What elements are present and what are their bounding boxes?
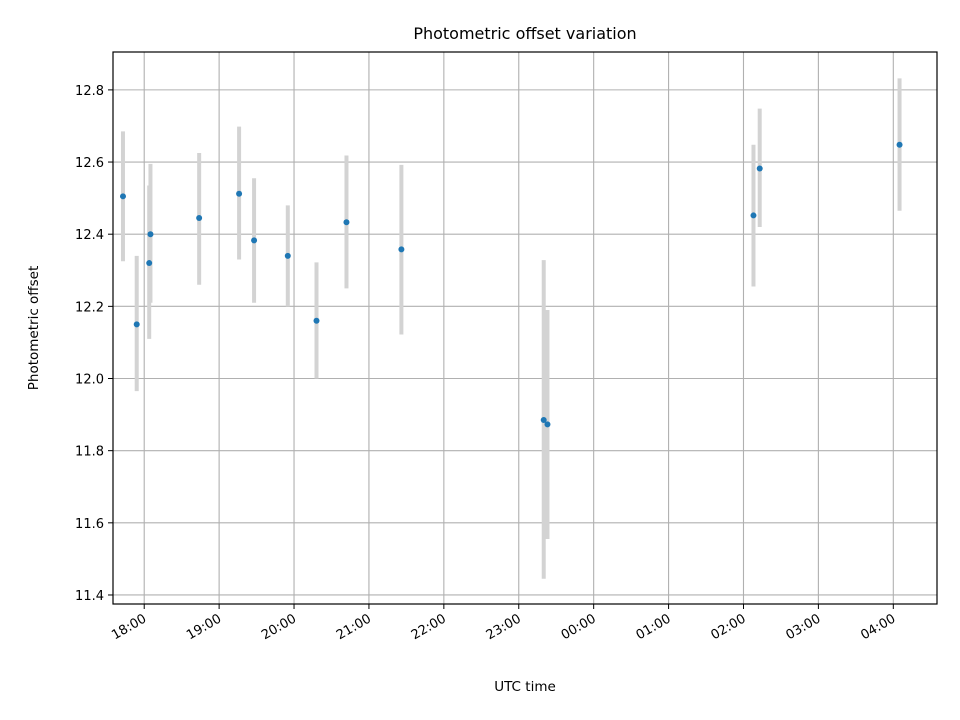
y-tick-label: 11.4 (75, 589, 104, 604)
data-point (146, 260, 153, 267)
data-point (750, 212, 757, 219)
y-tick-label: 12.8 (75, 84, 104, 99)
y-tick-label: 12.6 (75, 156, 104, 171)
chart-title: Photometric offset variation (413, 24, 636, 43)
y-tick-label: 12.2 (75, 300, 104, 315)
y-axis-label: Photometric offset (26, 266, 42, 390)
data-point (343, 219, 350, 226)
data-point (119, 193, 126, 200)
y-tick-label: 11.6 (75, 517, 104, 532)
data-point (196, 214, 203, 221)
data-point (313, 317, 320, 324)
x-axis-label: UTC time (494, 679, 556, 695)
data-point (133, 321, 140, 328)
data-point (398, 246, 405, 253)
data-point (756, 165, 763, 172)
data-point (284, 252, 291, 259)
data-point (540, 417, 547, 423)
y-axis-ticks: 11.4 11.6 11.8 12.0 12.2 12.4 12.6 12.8 (75, 84, 113, 604)
data-point (896, 141, 903, 148)
y-tick-label: 12.0 (75, 373, 104, 388)
data-point (147, 231, 154, 238)
data-point (236, 190, 243, 197)
data-points (119, 141, 903, 428)
grid (113, 52, 937, 604)
y-tick-label: 12.4 (75, 228, 104, 243)
y-tick-label: 11.8 (75, 445, 104, 460)
data-point (544, 421, 551, 428)
data-point (251, 237, 258, 244)
plot-frame (112, 51, 938, 605)
